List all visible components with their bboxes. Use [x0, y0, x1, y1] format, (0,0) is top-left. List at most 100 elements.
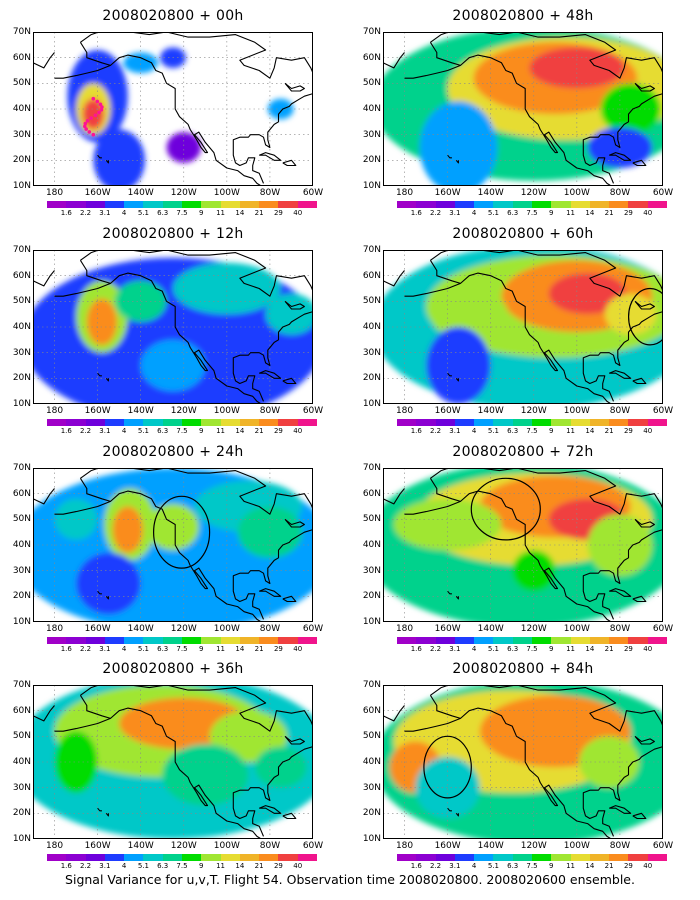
colorbar-swatch — [531, 854, 552, 861]
coastline — [97, 372, 102, 377]
colorbar-swatch — [531, 201, 552, 208]
longitude-label: 160W — [84, 406, 111, 416]
latitude-label: 10N — [12, 834, 31, 844]
latitude-label: 50N — [12, 296, 31, 307]
coastline — [582, 746, 663, 837]
longitude-label: 120W — [520, 841, 547, 851]
map-panel: 2008020800 + 24h 70N 60N 50N 40N 30N 20N 10N 180… — [0, 444, 330, 662]
colorbar-label: 40 — [293, 645, 303, 653]
colorbar-label: 3.1 — [99, 209, 111, 217]
coastline — [54, 260, 112, 297]
colorbar-swatch — [589, 419, 610, 426]
latitude-label: 70N — [362, 463, 381, 473]
coastline — [404, 695, 462, 732]
colorbar-swatch — [551, 419, 571, 426]
colorbar-label: 2.2 — [79, 645, 92, 653]
colorbar-swatch — [85, 419, 105, 426]
coastline — [110, 54, 262, 186]
latitude-label: 20N — [362, 808, 381, 819]
map-frame — [383, 685, 663, 839]
observation-circle — [153, 495, 211, 569]
colorbar-swatch — [66, 854, 86, 861]
latitude-label: 20N — [362, 373, 381, 384]
colorbar-label: 11 — [566, 427, 576, 435]
colorbar-swatch — [201, 201, 221, 208]
longitude-label: 180 — [45, 406, 64, 416]
latitude-label: 40N — [12, 757, 31, 767]
colorbar-swatch — [143, 419, 163, 426]
coastline — [282, 159, 297, 167]
colorbar-swatch — [628, 201, 648, 208]
longitude-label: 140W — [477, 406, 504, 416]
coastline — [232, 93, 313, 184]
colorbar-label: 2.2 — [429, 427, 442, 435]
colorbar-label: 40 — [293, 862, 303, 870]
map-frame — [33, 250, 313, 404]
colorbar-label: 1.6 — [60, 209, 72, 217]
map-frame — [383, 250, 663, 404]
coastline — [232, 311, 313, 402]
coastline — [105, 812, 109, 817]
colorbar-swatch — [239, 854, 260, 861]
latitude-label: 70N — [12, 245, 31, 255]
latitude-label: 20N — [12, 373, 31, 384]
colorbar-swatch — [143, 201, 163, 208]
colorbar-label: 6.3 — [507, 645, 519, 653]
coastline — [634, 300, 655, 310]
colorbar-swatch — [589, 637, 610, 644]
colorbar-swatch — [570, 637, 590, 644]
colorbar-swatch — [124, 637, 144, 644]
coastline — [33, 270, 55, 287]
colorbar-label: 6.3 — [507, 209, 519, 217]
longitude-label: 140W — [477, 841, 504, 851]
colorbar-swatch — [104, 201, 125, 208]
coastline — [460, 272, 612, 404]
variance-map — [33, 468, 313, 622]
longitude-label: 60W — [302, 406, 324, 416]
latitude-label: 10N — [362, 399, 381, 409]
colorbar-swatch — [297, 419, 317, 426]
longitude-label: 160W — [434, 841, 461, 851]
coastline — [97, 807, 102, 812]
colorbar-swatch — [570, 419, 590, 426]
colorbar-label: 40 — [643, 209, 653, 217]
colorbar — [397, 201, 667, 208]
longitude-label: 80W — [259, 406, 281, 416]
colorbar-swatch — [181, 854, 202, 861]
longitude-label: 120W — [170, 406, 197, 416]
colorbar-label: 7.5 — [526, 645, 538, 653]
colorbar-swatch — [454, 637, 475, 644]
colorbar-label: 9 — [549, 645, 554, 653]
colorbar-label: 6.3 — [507, 862, 519, 870]
coastline — [110, 272, 262, 404]
longitude-label: 60W — [302, 624, 324, 634]
colorbar-label: 4 — [121, 645, 127, 653]
coastline — [455, 595, 459, 600]
colorbar-swatch — [474, 637, 494, 644]
coastline — [632, 812, 647, 820]
colorbar-swatch — [397, 637, 417, 644]
colorbar-swatch — [551, 201, 571, 208]
latitude-label: 20N — [12, 808, 31, 819]
colorbar-label: 1.6 — [60, 427, 72, 435]
latitude-label: 70N — [12, 680, 31, 690]
colorbar-swatch — [435, 201, 455, 208]
longitude-label: 100W — [563, 188, 590, 198]
coastline — [282, 812, 297, 820]
colorbar-label: 5.1 — [487, 645, 499, 653]
colorbar — [397, 637, 667, 644]
colorbar-label: 40 — [643, 645, 653, 653]
coastline — [460, 707, 612, 839]
coastline — [110, 707, 262, 839]
colorbar-label: 21 — [604, 645, 614, 653]
colorbar-label: 3.1 — [449, 645, 461, 653]
colorbar-swatch — [278, 854, 298, 861]
flight-track-point — [97, 110, 101, 115]
colorbar-label: 5.1 — [137, 645, 149, 653]
variance-region — [419, 101, 498, 186]
colorbar-swatch — [512, 637, 532, 644]
colorbar-label: 1.6 — [60, 862, 72, 870]
colorbar-label: 11 — [216, 427, 226, 435]
longitude-label: 140W — [477, 624, 504, 634]
colorbar-label: 11 — [566, 862, 576, 870]
